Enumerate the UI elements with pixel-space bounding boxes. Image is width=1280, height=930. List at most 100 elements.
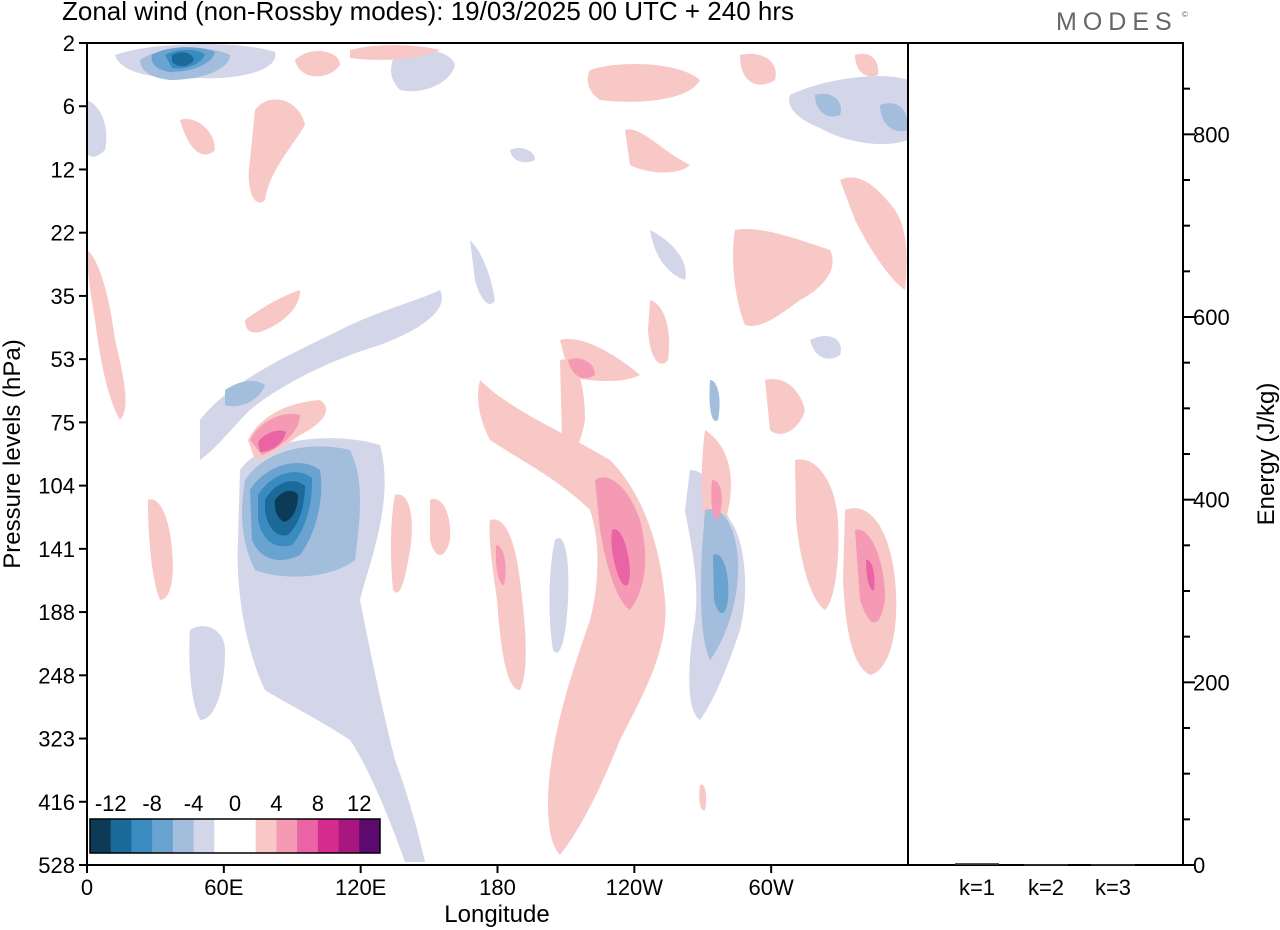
colorbar-label: -8 <box>142 791 162 816</box>
neg-mid-ribbon <box>225 380 265 407</box>
colorbar-swatch <box>297 819 319 853</box>
energy-axis-title: Energy (J/kg) <box>1253 383 1280 526</box>
neg-patch-right-mid <box>810 335 841 359</box>
wavenumber-label: k=3 <box>1095 875 1131 900</box>
y-tick-label: 75 <box>51 410 75 435</box>
colorbar-swatch <box>152 819 174 853</box>
colorbar-swatch <box>338 819 360 853</box>
y-tick-label: 416 <box>38 790 75 815</box>
colorbar-label: 4 <box>270 791 282 816</box>
colorbar-swatch <box>131 819 153 853</box>
colorbar-labels: -12 -8 -4 0 4 8 12 <box>95 791 372 816</box>
colorbar-label: -12 <box>95 791 127 816</box>
pos-patch-right-slanted <box>765 379 805 434</box>
colorbar <box>88 817 382 855</box>
neg-patch-mid-dot <box>650 230 686 280</box>
pos-patch-mid-upper <box>648 300 670 364</box>
pos-patch-top-b <box>350 45 440 60</box>
x-tick-label: 120E <box>335 875 386 900</box>
neg-mid-vortex-top <box>709 380 720 421</box>
neg-patch-top-dash <box>510 148 535 163</box>
energy-tick-label: 600 <box>1193 305 1230 330</box>
colorbar-swatch <box>359 819 381 853</box>
neg-darkest-core <box>274 490 298 522</box>
pressure-axis: 2 6 12 22 35 53 75 104 141 188 248 323 416 528 <box>38 31 87 878</box>
neg-patch-upper-strip <box>470 240 495 304</box>
x-tick-label: 0 <box>81 875 93 900</box>
modes-logo: MODES <box>1056 8 1178 36</box>
colorbar-swatch <box>110 819 132 853</box>
x-axis-title: Longitude <box>444 901 549 928</box>
pos-patch-left-column <box>87 250 126 420</box>
wavenumber-labels: k=1 k=2 k=3 <box>959 875 1131 900</box>
y-tick-label: 22 <box>51 221 75 246</box>
colorbar-swatch <box>276 819 298 853</box>
wavenumber-label: k=2 <box>1028 875 1064 900</box>
y-tick-label: 188 <box>38 600 75 625</box>
x-tick-label: 60W <box>749 875 794 900</box>
neg-patch-ribbon <box>200 290 442 460</box>
y-tick-label: 53 <box>51 347 75 372</box>
energy-tick-label: 0 <box>1193 853 1205 878</box>
colorbar-swatch <box>193 819 215 853</box>
y-tick-label: 12 <box>51 157 75 182</box>
colorbar-swatch <box>235 819 257 853</box>
pos-mid-right-blob <box>711 480 722 520</box>
neg-patch-mid-vertical <box>549 538 569 653</box>
energy-plot-frame <box>907 42 1184 866</box>
y-tick-label: 2 <box>63 31 75 56</box>
neg-strong-vortex <box>713 554 729 614</box>
pos-strong-right <box>866 559 875 591</box>
colorbar-label: 8 <box>312 791 324 816</box>
pos-patch-mid-column-b <box>390 494 412 593</box>
pos-patch-mid-column-c <box>430 499 451 555</box>
colorbar-label: 12 <box>347 791 371 816</box>
y-tick-label: 104 <box>38 474 75 499</box>
neg-mid-right-b <box>880 103 908 132</box>
colorbar-swatch <box>172 819 195 853</box>
energy-bar <box>1024 864 1068 866</box>
y-axis-title: Pressure levels (hPa) <box>0 339 26 568</box>
x-tick-label: 180 <box>479 875 516 900</box>
pos-mid-53 <box>568 358 595 379</box>
colorbar-label: 0 <box>229 791 241 816</box>
neg-patch-lower-left <box>189 626 225 720</box>
copyright-mark: © <box>1182 10 1188 19</box>
pos-strong-jet <box>611 529 630 586</box>
colorbar-swatch <box>90 819 112 853</box>
x-tick-label: 120W <box>606 875 664 900</box>
x-tick-label: 60E <box>204 875 243 900</box>
y-tick-label: 528 <box>38 853 75 878</box>
y-tick-label: 248 <box>38 663 75 688</box>
pos-mid-column <box>495 545 506 585</box>
light-negative-patches <box>87 44 908 862</box>
y-tick-label: 141 <box>38 537 75 562</box>
pos-patch-low-dash <box>699 784 707 811</box>
energy-bars <box>955 863 1135 866</box>
darkest-negative-patches <box>274 490 298 522</box>
colorbar-swatch <box>255 819 277 853</box>
energy-tick-label: 200 <box>1193 670 1230 695</box>
colorbar-label: -4 <box>184 791 204 816</box>
wavenumber-label: k=1 <box>959 875 995 900</box>
pos-patch-top-right-b <box>855 53 879 77</box>
pos-patch-top-a <box>295 50 340 77</box>
pos-strong-75 <box>258 430 286 452</box>
colorbar-swatch <box>317 819 340 853</box>
energy-tick-label: 800 <box>1193 122 1230 147</box>
pos-patch-mid-column <box>489 519 526 690</box>
neg-deeper-top <box>172 52 194 67</box>
pos-patch-right-side <box>840 177 907 290</box>
energy-axis: 0 200 400 600 800 <box>1183 87 1230 878</box>
pos-patch-right-strip <box>560 359 585 451</box>
energy-bar <box>1091 864 1135 866</box>
pos-patch-upper-right <box>587 64 700 102</box>
zonal-wind-field <box>87 44 908 862</box>
y-tick-label: 323 <box>38 727 75 752</box>
neg-mid-right <box>815 93 841 117</box>
energy-bar <box>955 863 999 865</box>
pos-patch-left-column-b <box>148 499 173 600</box>
main-plot-frame <box>86 42 909 866</box>
pos-patch-right-broad <box>733 229 833 326</box>
